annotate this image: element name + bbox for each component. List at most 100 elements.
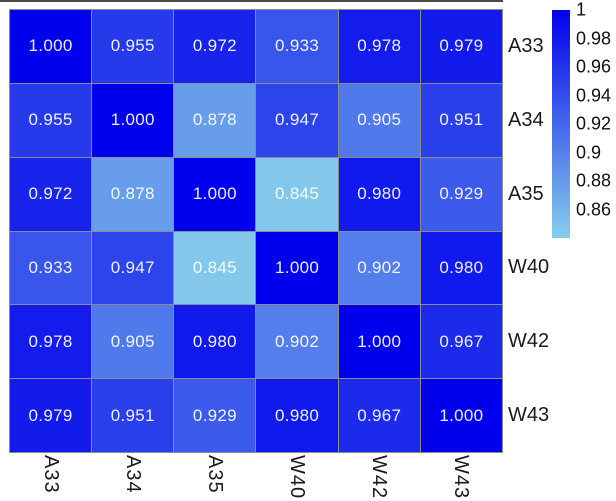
colorbar-tick-label-0.94: 0.94	[576, 85, 612, 105]
cell-value: 0.845	[275, 184, 320, 204]
heatmap-cell-A34-W40: 0.947	[256, 83, 338, 157]
y-axis-label-A35: A35	[508, 182, 544, 205]
cell-value: 1.000	[275, 257, 320, 277]
heatmap-cell-W42-W43: 0.967	[420, 305, 502, 379]
x-axis-label-A34: A34	[122, 455, 144, 494]
heatmap-cell-A33-A34: 0.955	[92, 10, 174, 83]
cell-value: 1.000	[110, 110, 155, 130]
heatmap-cell-W42-W40: 0.902	[256, 305, 338, 379]
heatmap-cell-W42-A33: 0.978	[10, 305, 92, 379]
cell-value: 0.951	[110, 405, 155, 425]
cell-value: 0.905	[357, 110, 402, 130]
y-axis-label-A33: A33	[508, 35, 544, 58]
heatmap-cell-A35-W40: 0.845	[256, 157, 338, 231]
heatmap-grid: 1.000 0.955 0.972 0.933 0.978 0.979 0.955 1.000…	[9, 9, 503, 453]
cell-value: 0.978	[357, 36, 402, 56]
heatmap-cell-W42-W42: 1.000	[338, 305, 420, 379]
colorbar-tick-label-0.96: 0.96	[576, 56, 612, 77]
heatmap-cell-A35-A35: 1.000	[174, 157, 256, 231]
cell-value: 0.878	[192, 110, 237, 130]
x-axis-label-slot: W40	[256, 455, 338, 501]
cell-value: 0.929	[439, 184, 484, 204]
heatmap-cell-A35-W43: 0.929	[420, 157, 502, 231]
x-axis-label-slot: A35	[174, 455, 256, 501]
x-axis-label-A35: A35	[204, 455, 226, 494]
heatmap-cell-A34-W43: 0.951	[420, 83, 502, 157]
heatmap-cell-A34-A35: 0.878	[174, 83, 256, 157]
cell-value: 0.878	[110, 184, 155, 204]
cell-value: 0.967	[357, 405, 402, 425]
cell-value: 0.979	[439, 36, 484, 56]
heatmap-cell-W43-W43: 1.000	[420, 379, 502, 452]
heatmap-cell-W40-A33: 0.933	[10, 231, 92, 305]
cell-value: 0.933	[275, 36, 320, 56]
cell-value: 0.902	[357, 257, 402, 277]
top-border-line	[0, 0, 503, 2]
heatmap-cell-W42-A34: 0.905	[92, 305, 174, 379]
y-axis-label-A34: A34	[508, 109, 544, 131]
heatmap-cell-A33-W43: 0.979	[420, 10, 502, 83]
cell-value: 0.980	[192, 331, 237, 351]
colorbar	[552, 10, 570, 238]
colorbar-tick-label-0.88: 0.88	[576, 170, 612, 191]
cell-value: 0.905	[110, 331, 155, 351]
x-axis-label-A33: A33	[40, 455, 62, 494]
heatmap-cell-W43-A35: 0.929	[174, 379, 256, 452]
colorbar-tick-label-1: 1	[576, 0, 587, 20]
x-axis-label-slot: A34	[92, 455, 174, 501]
heatmap-cell-A33-W40: 0.933	[256, 10, 338, 83]
cell-value: 0.980	[439, 257, 484, 277]
x-axis-label-slot: W42	[338, 455, 420, 501]
cell-value: 1.000	[357, 331, 402, 351]
x-axis-label-W43: W43	[450, 455, 472, 500]
heatmap-cell-W43-A34: 0.951	[92, 379, 174, 452]
cell-value: 0.979	[28, 405, 73, 425]
heatmap-cell-W43-W40: 0.980	[256, 379, 338, 452]
heatmap-cell-A34-A33: 0.955	[10, 83, 92, 157]
cell-value: 0.955	[110, 36, 155, 56]
heatmap-cell-A34-A34: 1.000	[92, 83, 174, 157]
cell-value: 0.980	[275, 405, 320, 425]
cell-value: 0.972	[28, 184, 73, 204]
cell-value: 0.947	[110, 257, 155, 277]
heatmap-cell-A35-A34: 0.878	[92, 157, 174, 231]
cell-value: 0.947	[275, 110, 320, 130]
heatmap-cell-A35-W42: 0.980	[338, 157, 420, 231]
y-axis-label-W40: W40	[508, 256, 550, 279]
cell-value: 0.980	[357, 184, 402, 204]
heatmap-cell-A33-W42: 0.978	[338, 10, 420, 83]
heatmap-cell-A35-A33: 0.972	[10, 157, 92, 231]
heatmap-cell-W40-W40: 1.000	[256, 231, 338, 305]
heatmap-cell-W42-A35: 0.980	[174, 305, 256, 379]
heatmap-cell-A34-W42: 0.905	[338, 83, 420, 157]
heatmap-cell-A33-A35: 0.972	[174, 10, 256, 83]
x-axis-label-W40: W40	[286, 455, 308, 500]
x-axis-label-slot: A33	[10, 455, 92, 501]
x-axis-label-W42: W42	[368, 455, 390, 500]
cell-value: 1.000	[28, 36, 73, 56]
heatmap-cell-W43-W42: 0.967	[338, 379, 420, 452]
y-axis-label-W42: W42	[508, 330, 550, 353]
y-axis-labels: A33 A34 A35 W40 W42 W43	[508, 10, 566, 452]
heatmap-cell-W40-A35: 0.845	[174, 231, 256, 305]
heatmap-cell-W43-A33: 0.979	[10, 379, 92, 452]
colorbar-tick-label-0.9: 0.9	[576, 142, 602, 162]
cell-value: 0.951	[439, 110, 484, 130]
cell-value: 0.972	[192, 36, 237, 56]
y-axis-label-W43: W43	[508, 403, 550, 426]
cell-value: 0.845	[192, 257, 237, 277]
cell-value: 0.902	[275, 331, 320, 351]
cell-value: 0.978	[28, 331, 73, 351]
cell-value: 1.000	[192, 184, 237, 204]
x-axis-label-slot: W43	[420, 455, 502, 501]
colorbar-tick-label-0.92: 0.92	[576, 113, 612, 134]
cell-value: 0.933	[28, 257, 73, 277]
heatmap-cell-W40-W43: 0.980	[420, 231, 502, 305]
cell-value: 1.000	[439, 405, 484, 425]
heatmap-cell-A33-A33: 1.000	[10, 10, 92, 83]
cell-value: 0.955	[28, 110, 73, 130]
cell-value: 0.929	[192, 405, 237, 425]
heatmap-cell-W40-W42: 0.902	[338, 231, 420, 305]
cell-value: 0.967	[439, 331, 484, 351]
